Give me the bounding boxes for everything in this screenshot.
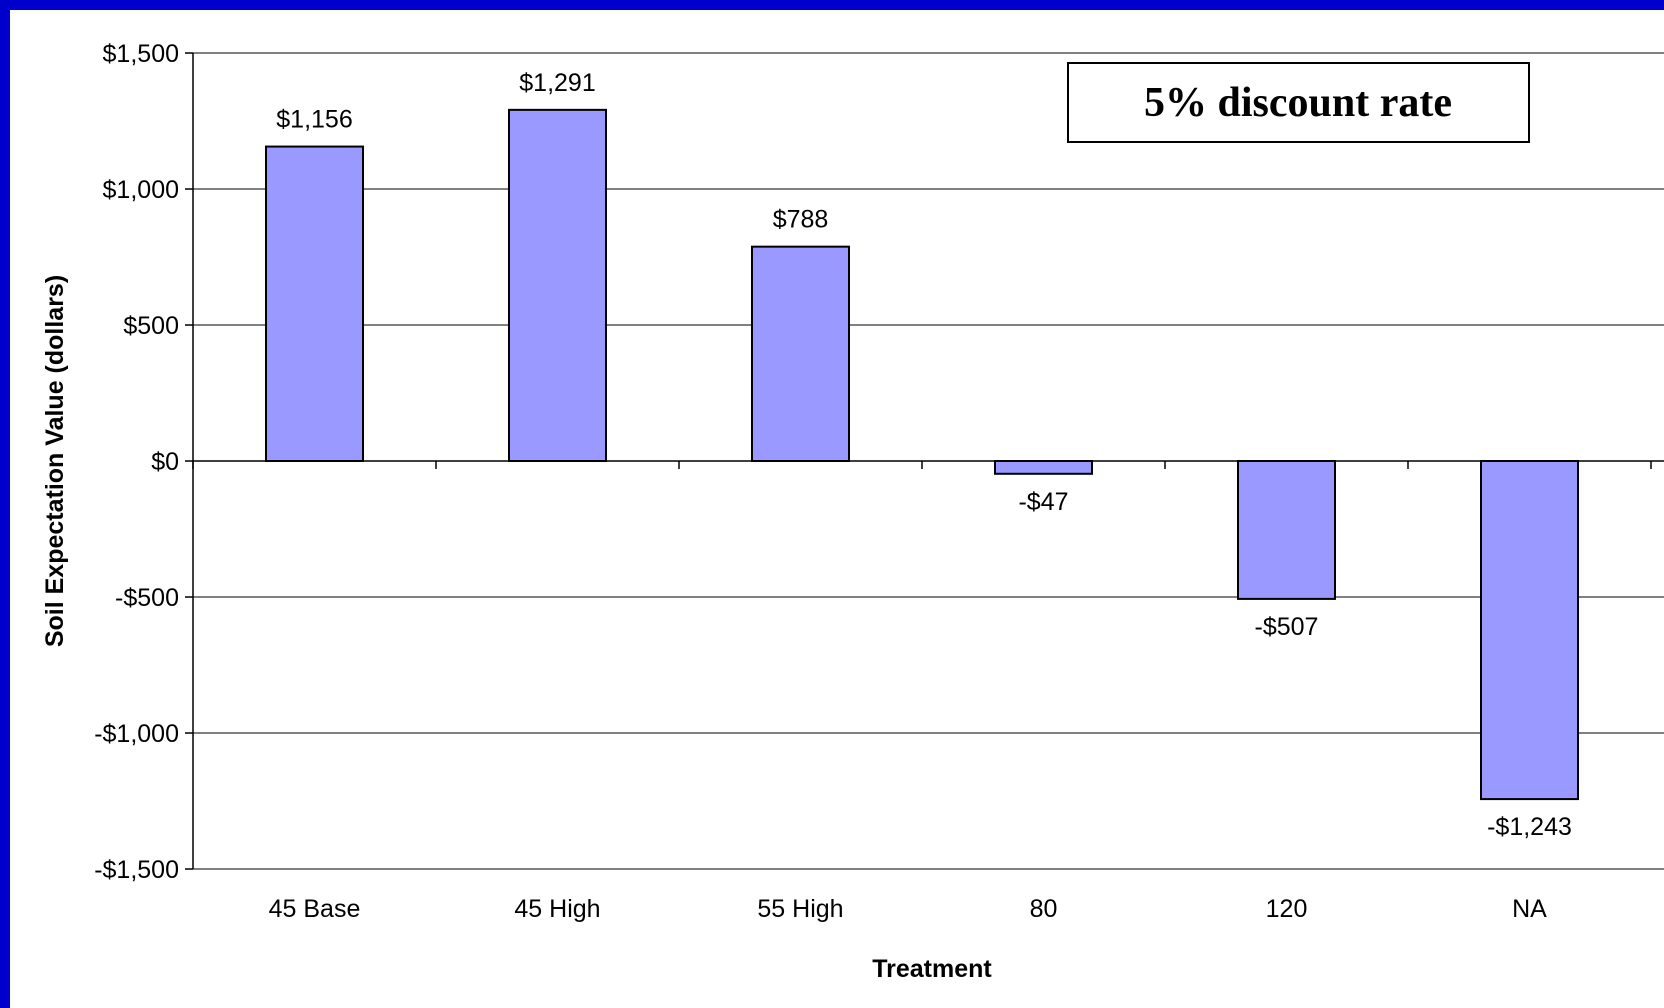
y-tick-label: -$1,500 [94, 856, 179, 884]
bars [265, 108, 1579, 801]
bar [265, 145, 364, 462]
annotation-border [1067, 62, 1530, 143]
data-label: $788 [773, 206, 829, 234]
data-label: $1,291 [519, 69, 595, 97]
x-tick-label: 45 High [514, 895, 600, 923]
bar [508, 108, 607, 463]
y-tick-label: $1,000 [103, 176, 179, 204]
annotation-box: 5% discount rate [1067, 62, 1530, 143]
y-tick-label: $500 [123, 312, 179, 340]
bar [1480, 460, 1579, 801]
axes [192, 53, 1664, 869]
bar [1237, 460, 1336, 600]
chart-frame: $1,500 $1,000 $500 $0 -$500 -$1,000 -$1,500 45… [10, 10, 1664, 1008]
data-label: -$1,243 [1487, 813, 1572, 841]
x-tick-label: 45 Base [269, 895, 361, 923]
bar [994, 460, 1093, 475]
y-tick-label: -$500 [115, 584, 179, 612]
bar-chart: $1,500 $1,000 $500 $0 -$500 -$1,000 -$1,500 45… [41, 40, 1664, 983]
data-labels: $1,156 $1,291 $788 -$47 -$507 -$1,243 [276, 69, 1572, 841]
annotation-text: 5% discount rate [1144, 80, 1452, 126]
x-tick-label: NA [1512, 895, 1547, 923]
data-label: -$507 [1255, 613, 1319, 641]
y-axis-title: Soil Expectation Value (dollars) [41, 275, 69, 647]
data-label: $1,156 [276, 106, 352, 134]
y-tick-label: -$1,000 [94, 720, 179, 748]
gridlines [193, 52, 1664, 870]
data-label: -$47 [1018, 488, 1068, 516]
x-axis-ticks: 45 Base 45 High 55 High 80 120 NA [192, 461, 1652, 923]
x-tick-label: 55 High [757, 895, 843, 923]
bar [751, 245, 850, 462]
x-axis-title: Treatment [872, 955, 992, 983]
x-tick-label: 120 [1266, 895, 1308, 923]
y-tick-label: $1,500 [103, 40, 179, 68]
x-tick-label: 80 [1030, 895, 1058, 923]
y-axis-ticks: $1,500 $1,000 $500 $0 -$500 -$1,000 -$1,500 [94, 40, 193, 884]
y-tick-label: $0 [151, 448, 179, 476]
